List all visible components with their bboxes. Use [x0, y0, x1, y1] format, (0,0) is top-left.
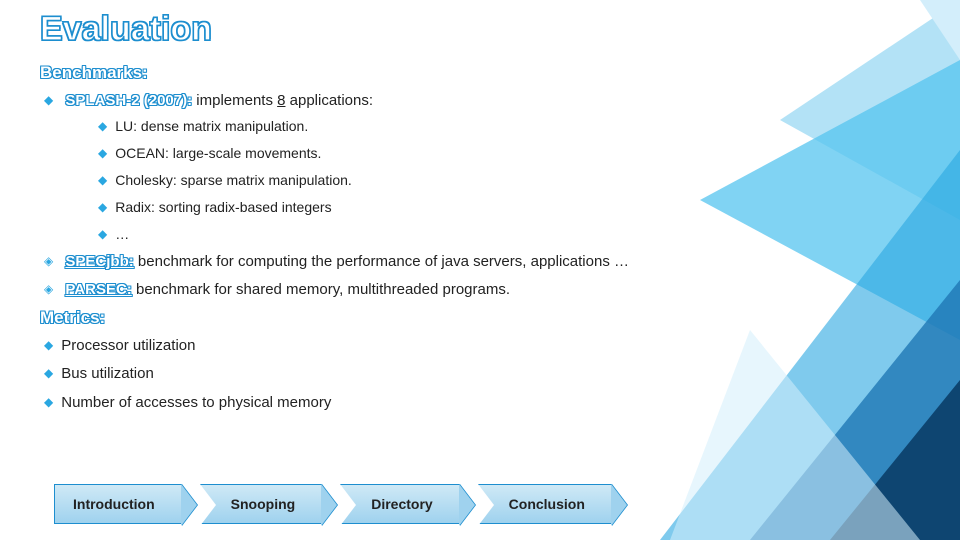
list-item: ◆…	[98, 225, 920, 244]
item-text: LU: dense matrix manipulation.	[115, 118, 308, 134]
list-item: ◆ LU: dense matrix manipulation.	[98, 117, 920, 136]
diamond-bullet-icon: ◆	[98, 199, 107, 215]
metrics-heading: Metrics:	[40, 308, 920, 328]
nav-label: Directory	[371, 496, 432, 512]
nav-label: Snooping	[231, 496, 296, 512]
diamond-bullet-icon: ◆	[98, 226, 107, 242]
diamond-bullet-icon: ◆	[44, 394, 53, 410]
item-text: benchmark for shared memory, multithread…	[132, 281, 510, 298]
diamond-bullet-icon: ◆	[98, 118, 107, 134]
nav-label: Introduction	[73, 496, 155, 512]
benchmarks-heading: Benchmarks:	[40, 63, 920, 83]
diamond-bullet-icon: ◆	[44, 92, 53, 108]
item-prefix: PARSEC:	[65, 281, 131, 298]
metrics-list: ◆Processor utilization ◆Bus utilization …	[40, 336, 920, 413]
benchmarks-list: ◆ SPLASH-2 (2007): implements 8 applicat…	[40, 91, 920, 300]
list-item: ◆ SPLASH-2 (2007): implements 8 applicat…	[44, 91, 920, 244]
item-text: Bus utilization	[61, 365, 154, 382]
slide-title: Evaluation	[40, 10, 920, 49]
list-item: ◆ Bus utilization	[44, 364, 920, 384]
list-item: ◆ OCEAN: large-scale movements.	[98, 144, 920, 163]
item-tail: applications:	[285, 92, 373, 109]
diamond-bullet-icon: ◈	[44, 253, 53, 269]
item-text: Cholesky: sparse matrix manipulation.	[115, 172, 352, 188]
diamond-bullet-icon: ◆	[98, 145, 107, 161]
nav-snooping[interactable]: Snooping	[200, 484, 323, 524]
list-item: ◈ SPECjbb: benchmark for computing the p…	[44, 252, 920, 272]
item-prefix: SPECjbb:	[65, 253, 133, 270]
slide: Evaluation Benchmarks: ◆ SPLASH-2 (2007)…	[0, 0, 960, 540]
list-item: ◆ Cholesky: sparse matrix manipulation.	[98, 171, 920, 190]
list-item: ◆ Radix: sorting radix-based integers	[98, 198, 920, 217]
diamond-bullet-icon: ◆	[44, 337, 53, 353]
list-item: ◈ PARSEC: benchmark for shared memory, m…	[44, 280, 920, 300]
item-text: Number of accesses to physical memory	[61, 394, 331, 411]
diamond-bullet-icon: ◆	[44, 365, 53, 381]
item-text: Processor utilization	[61, 337, 195, 354]
item-prefix: SPLASH-2 (2007):	[65, 92, 192, 109]
item-text: …	[115, 226, 129, 242]
nav-introduction[interactable]: Introduction	[54, 484, 182, 524]
diamond-bullet-icon: ◈	[44, 281, 53, 297]
item-text: benchmark for computing the performance …	[134, 253, 629, 270]
item-text: OCEAN: large-scale movements.	[115, 145, 321, 161]
nav-label: Conclusion	[509, 496, 585, 512]
chevron-nav: Introduction Snooping Directory Conclusi…	[54, 484, 630, 524]
nav-directory[interactable]: Directory	[340, 484, 459, 524]
item-text: implements	[192, 92, 277, 109]
list-item: ◆ Number of accesses to physical memory	[44, 393, 920, 413]
list-item: ◆ Processor utilization	[44, 336, 920, 356]
item-text: Radix: sorting radix-based integers	[115, 199, 331, 215]
diamond-bullet-icon: ◆	[98, 172, 107, 188]
sublist: ◆ LU: dense matrix manipulation. ◆ OCEAN: …	[44, 117, 920, 243]
nav-conclusion[interactable]: Conclusion	[478, 484, 612, 524]
